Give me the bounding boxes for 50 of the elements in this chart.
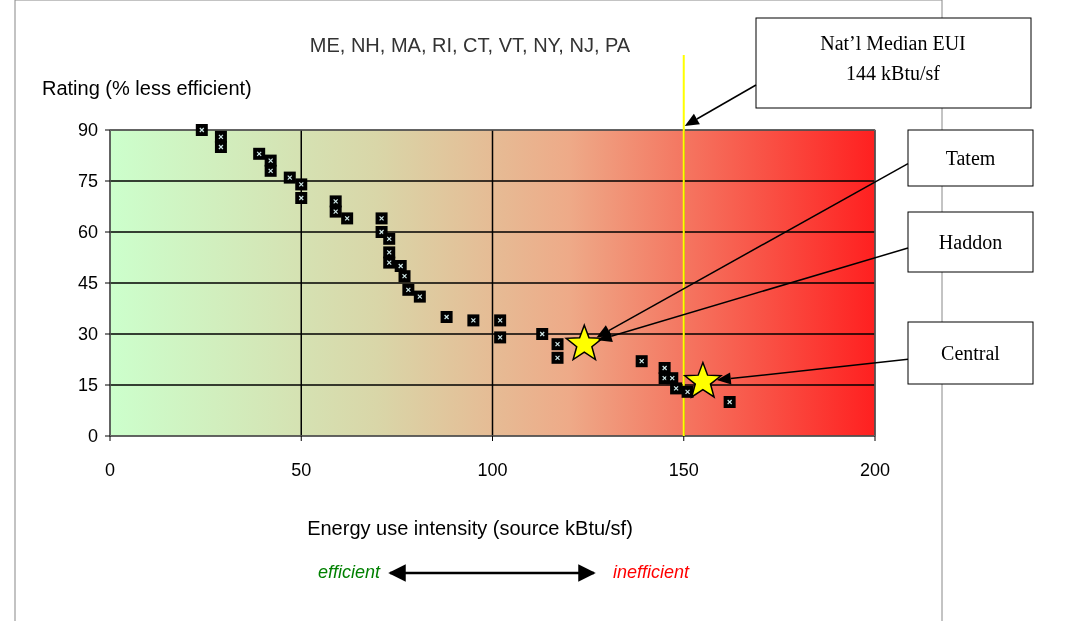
point: [383, 232, 396, 245]
y-tick-label: 15: [77, 375, 98, 396]
point: [383, 246, 396, 259]
point: [670, 382, 683, 395]
point: [440, 311, 453, 323]
y-tick-label: 30: [77, 324, 98, 345]
point: [341, 212, 354, 225]
point: [494, 314, 507, 327]
point: [413, 290, 426, 303]
x-axis-title: Energy use intensity (source kBtu/sf): [307, 517, 633, 539]
y-axis-title: Rating (% less efficient): [42, 77, 252, 99]
point: [383, 256, 396, 269]
point: [565, 324, 604, 361]
point: [467, 314, 480, 327]
y-tick-label: 75: [77, 171, 98, 192]
point: [195, 124, 208, 136]
x-tick-label: 50: [291, 460, 312, 480]
point: [551, 338, 564, 351]
x-tick-label: 0: [104, 460, 116, 480]
point: [551, 351, 564, 364]
text: Central: [941, 342, 1001, 364]
x-tick-label: 200: [859, 460, 891, 480]
chart-title: ME, NH, MA, RI, CT, VT, NY, NJ, PA: [309, 34, 631, 56]
point: [494, 331, 507, 344]
point: [398, 270, 411, 283]
point: [402, 283, 415, 296]
x-tick-label: 150: [668, 460, 699, 480]
y-tick-label: 0: [87, 426, 98, 447]
point: [264, 164, 277, 177]
text: efficient: [317, 562, 381, 582]
point: [329, 205, 342, 218]
point: [375, 212, 388, 225]
text: Tatem: [945, 147, 996, 169]
point: [666, 372, 679, 385]
point: [295, 192, 308, 204]
y-tick-label: 90: [77, 120, 98, 141]
point: [283, 171, 296, 184]
y-tick-label: 60: [77, 222, 98, 243]
y-tick-label: 45: [77, 273, 98, 294]
x-tick-label: 100: [477, 460, 508, 480]
point: [635, 355, 648, 368]
point: [295, 178, 308, 191]
point: [394, 260, 407, 272]
point: [214, 141, 227, 153]
point: [253, 147, 266, 160]
text: Haddon: [938, 231, 1003, 253]
text: inefficient: [613, 562, 691, 582]
point: [723, 396, 736, 408]
text: Nat’l Median EUI 144 kBtu/sf: [820, 32, 966, 84]
point: [536, 328, 549, 340]
